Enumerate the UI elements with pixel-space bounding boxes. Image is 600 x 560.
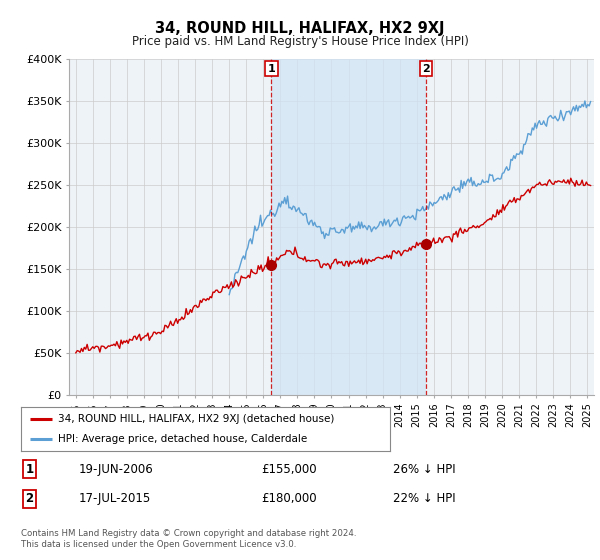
Text: £155,000: £155,000 xyxy=(262,463,317,476)
Text: £180,000: £180,000 xyxy=(262,492,317,506)
Text: Contains HM Land Registry data © Crown copyright and database right 2024.
This d: Contains HM Land Registry data © Crown c… xyxy=(21,529,356,549)
Text: 17-JUL-2015: 17-JUL-2015 xyxy=(79,492,151,506)
Text: 34, ROUND HILL, HALIFAX, HX2 9XJ (detached house): 34, ROUND HILL, HALIFAX, HX2 9XJ (detach… xyxy=(58,414,334,424)
Text: 2: 2 xyxy=(422,64,430,74)
Text: 19-JUN-2006: 19-JUN-2006 xyxy=(79,463,153,476)
Text: 22% ↓ HPI: 22% ↓ HPI xyxy=(394,492,456,506)
Text: 1: 1 xyxy=(268,64,275,74)
Text: Price paid vs. HM Land Registry's House Price Index (HPI): Price paid vs. HM Land Registry's House … xyxy=(131,35,469,48)
Bar xyxy=(271,59,426,395)
Text: 2: 2 xyxy=(26,492,34,506)
Text: 1: 1 xyxy=(26,463,34,476)
Text: HPI: Average price, detached house, Calderdale: HPI: Average price, detached house, Cald… xyxy=(58,434,307,444)
Text: 34, ROUND HILL, HALIFAX, HX2 9XJ: 34, ROUND HILL, HALIFAX, HX2 9XJ xyxy=(155,21,445,36)
Text: 26% ↓ HPI: 26% ↓ HPI xyxy=(394,463,456,476)
